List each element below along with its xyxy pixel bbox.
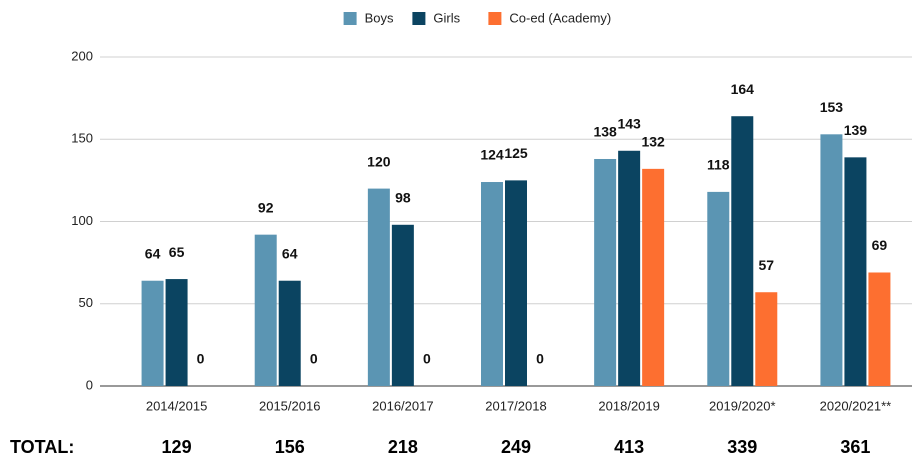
bar: [642, 168, 665, 386]
total-value: 218: [388, 437, 418, 457]
total-value: 129: [162, 437, 192, 457]
total-value: 249: [501, 437, 531, 457]
total-value: 339: [727, 437, 757, 457]
x-tick-label: 2019/2020*: [709, 398, 776, 413]
y-tick-label: 150: [71, 131, 93, 146]
legend-swatch: [412, 12, 426, 25]
bar: [844, 157, 867, 386]
bar: [707, 191, 730, 386]
total-label: TOTAL:: [10, 437, 74, 457]
data-label: 64: [145, 245, 161, 261]
data-label: 143: [617, 115, 641, 131]
x-tick-label: 2018/2019: [598, 398, 659, 413]
bar: [505, 180, 527, 386]
bar: [820, 134, 843, 386]
bar: [165, 279, 188, 386]
x-tick-label: 2020/2021**: [820, 398, 892, 413]
data-label: 132: [641, 134, 665, 150]
data-label: 0: [423, 351, 431, 367]
data-label: 92: [258, 199, 274, 215]
data-label: 139: [844, 122, 868, 138]
legend-label: Girls: [433, 10, 460, 25]
data-label: 118: [707, 157, 730, 173]
y-tick-label: 0: [86, 377, 93, 392]
data-label: 0: [536, 351, 544, 367]
bar: [868, 272, 891, 386]
x-tick-label: 2017/2018: [485, 398, 546, 413]
bar: [367, 188, 390, 386]
data-label: 0: [310, 351, 318, 367]
legend-swatch: [343, 12, 357, 25]
bar: [254, 234, 277, 386]
bar: [141, 280, 164, 386]
bar: [618, 150, 641, 386]
data-label: 124: [480, 147, 504, 163]
bar: [391, 224, 414, 386]
data-label: 65: [169, 244, 185, 260]
total-value: 361: [840, 437, 870, 457]
y-tick-label: 100: [71, 213, 93, 228]
data-label: 57: [758, 257, 774, 273]
legend-label: Co-ed (Academy): [509, 10, 611, 25]
data-label: 64: [282, 245, 298, 261]
data-label: 120: [367, 153, 391, 169]
y-tick-label: 200: [71, 48, 93, 63]
data-label: 125: [504, 145, 528, 161]
bar: [731, 116, 754, 386]
y-tick-label: 50: [79, 295, 93, 310]
x-tick-label: 2015/2016: [259, 398, 320, 413]
legend-label: Boys: [365, 10, 394, 25]
total-value: 413: [614, 437, 644, 457]
data-label: 0: [197, 351, 205, 367]
data-label: 69: [872, 237, 888, 253]
data-label: 98: [395, 189, 411, 205]
bar: [755, 292, 778, 386]
bar: [278, 280, 301, 386]
bar: [594, 158, 617, 386]
data-label: 164: [731, 81, 755, 97]
data-label: 138: [593, 124, 617, 140]
data-label: 153: [820, 99, 844, 115]
x-tick-label: 2016/2017: [372, 398, 433, 413]
bar: [481, 182, 503, 386]
total-value: 156: [275, 437, 305, 457]
x-tick-label: 2014/2015: [146, 398, 207, 413]
legend-swatch: [488, 12, 502, 25]
